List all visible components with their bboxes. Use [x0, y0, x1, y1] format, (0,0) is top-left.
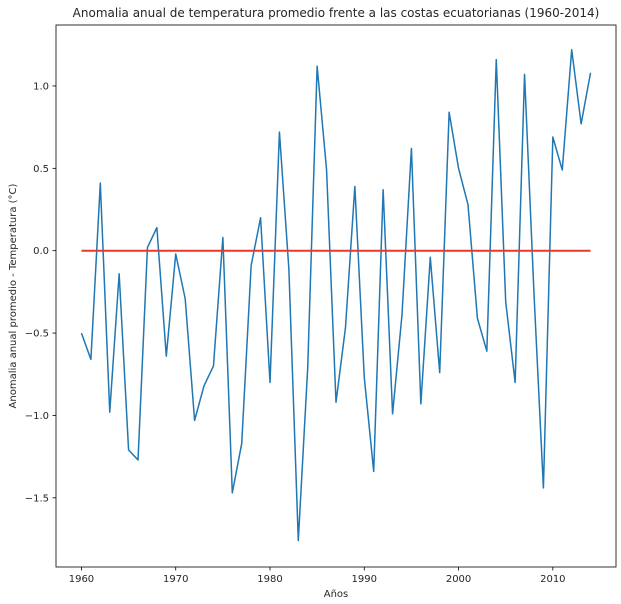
y-tick-label: −1.5: [25, 493, 49, 504]
x-tick-label: 1970: [163, 574, 188, 585]
y-tick-label: 1.0: [33, 81, 49, 92]
y-tick-label: −1.0: [25, 411, 49, 422]
y-tick-label: 0.0: [33, 246, 49, 257]
x-tick-label: 2000: [446, 574, 471, 585]
x-tick-label: 2010: [540, 574, 565, 585]
y-axis: −1.5 −1.0 −0.5 0.0 0.5 1.0: [25, 81, 56, 504]
x-tick-label: 1980: [257, 574, 282, 585]
plot-area: [55, 24, 617, 568]
y-axis-label: Anomalia anual promedio - Temperatura (°…: [8, 183, 19, 408]
chart-title: Anomalia anual de temperatura promedio f…: [73, 6, 600, 20]
series-layer: [80, 48, 592, 542]
y-tick-label: −0.5: [25, 329, 49, 340]
temperature-anomaly-line: [80, 48, 592, 542]
y-tick-label: 0.5: [33, 164, 49, 175]
x-axis-label: Años: [324, 589, 349, 600]
x-tick-label: 1990: [352, 574, 377, 585]
x-axis: 1960 1970 1980 1990 2000 2010: [69, 567, 566, 585]
x-tick-label: 1960: [69, 574, 94, 585]
